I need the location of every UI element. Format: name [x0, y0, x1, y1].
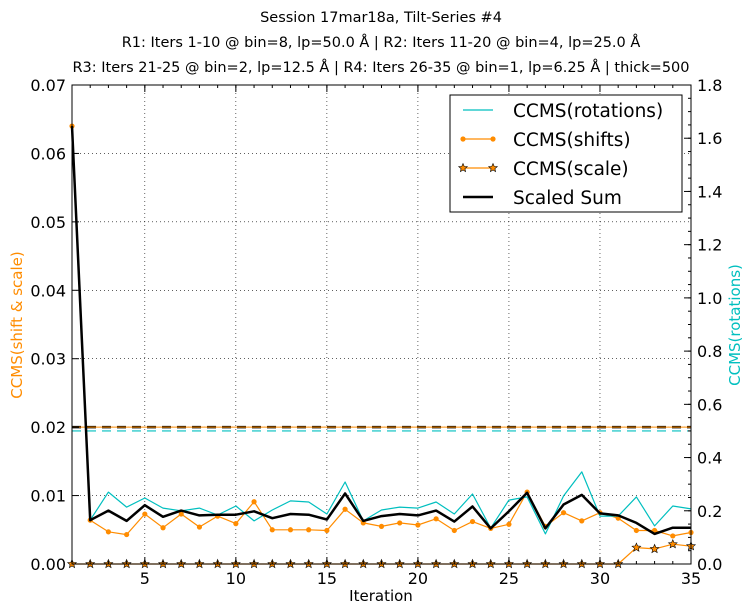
- shifts-point: [670, 533, 676, 539]
- shifts-point: [633, 527, 639, 534]
- y-right-tick-label: 1.8: [697, 76, 722, 95]
- legend-label: Scaled Sum: [513, 188, 622, 209]
- chart-title-line: R3: Iters 21-25 @ bin=2, lp=12.5 Å | R4:…: [72, 59, 689, 76]
- y-right-tick-label: 1.0: [697, 289, 722, 308]
- legend-marker-star: [487, 162, 499, 173]
- y-left-tick-label: 0.01: [30, 487, 66, 506]
- x-axis-label: Iteration: [349, 587, 413, 605]
- x-tick-label: 15: [317, 569, 337, 588]
- y-left-tick-label: 0.07: [30, 76, 66, 95]
- x-tick-label: 20: [408, 569, 428, 588]
- y-right-tick-label: 0.0: [697, 555, 722, 574]
- legend-marker-star: [457, 162, 469, 173]
- shifts-point: [451, 527, 457, 534]
- shifts-point: [469, 518, 476, 525]
- y-left-tick-label: 0.02: [30, 418, 66, 437]
- shifts-point: [306, 527, 312, 533]
- shifts-point: [178, 511, 184, 517]
- legend-label: CCMS(scale): [513, 159, 629, 180]
- shifts-point: [160, 525, 166, 531]
- y-left-tick-label: 0.05: [30, 213, 66, 232]
- y-right-tick-label: 0.6: [697, 395, 722, 414]
- chart-title-line: Session 17mar18a, Tilt-Series #4: [260, 10, 502, 26]
- y-left-tick-label: 0.03: [30, 350, 66, 369]
- y-right-tick-label: 0.2: [697, 502, 722, 521]
- shifts-point: [415, 522, 421, 528]
- shifts-point: [233, 521, 239, 527]
- scale-point: [649, 543, 660, 554]
- shifts-point: [269, 527, 275, 533]
- y-left-tick-label: 0.00: [30, 555, 66, 574]
- scale-point: [631, 542, 642, 552]
- y-right-tick-label: 1.4: [697, 182, 722, 201]
- scale-point: [667, 538, 678, 549]
- shifts-point: [506, 521, 512, 527]
- shifts-point: [251, 499, 257, 505]
- x-tick-label: 5: [140, 569, 150, 588]
- shifts-point: [579, 518, 585, 524]
- shifts-point: [324, 527, 330, 534]
- shifts-point: [142, 511, 148, 517]
- shifts-point: [196, 524, 203, 530]
- y-right-tick-label: 1.6: [697, 129, 722, 148]
- y-right-tick-label: 0.8: [697, 342, 722, 361]
- y-left-tick-label: 0.06: [30, 144, 66, 163]
- y-right-tick-label: 1.2: [697, 236, 722, 255]
- series-line-scaled-sum: [70, 126, 691, 536]
- shifts-point: [124, 531, 130, 538]
- legend-marker-dot: [460, 136, 466, 142]
- shifts-point: [433, 516, 439, 522]
- chart-title-line: R1: Iters 1-10 @ bin=8, lp=50.0 Å | R2: …: [122, 34, 641, 51]
- shifts-point: [342, 506, 348, 512]
- legend-label: CCMS(shifts): [513, 130, 631, 151]
- legend-marker-dot: [490, 136, 496, 142]
- y-right-tick-label: 0.4: [697, 449, 722, 468]
- x-tick-label: 35: [681, 569, 701, 588]
- y-left-tick-label: 0.04: [30, 281, 66, 300]
- series-line-ccms-rotations-: [71, 125, 692, 535]
- x-tick-label: 25: [499, 569, 519, 588]
- shifts-point: [287, 527, 294, 533]
- legend-box: [449, 94, 683, 213]
- shifts-point: [105, 529, 112, 535]
- legend-label: CCMS(rotations): [513, 101, 663, 122]
- y-axis-label-left: CCMS(shift & scale): [8, 251, 26, 398]
- shifts-point: [560, 510, 567, 516]
- y-axis-label-right: CCMS(rotations): [726, 264, 744, 386]
- x-tick-label: 30: [590, 569, 610, 588]
- x-tick-label: 10: [226, 569, 246, 588]
- shifts-point: [397, 520, 403, 526]
- shifts-point: [378, 523, 385, 529]
